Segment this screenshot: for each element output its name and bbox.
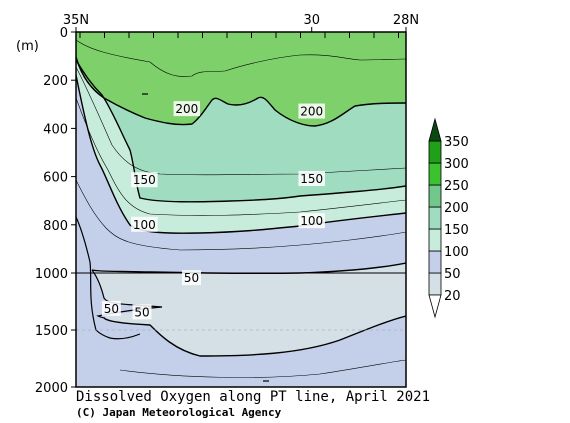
contour-lines: [76, 39, 406, 382]
contour-thin-225: [76, 39, 406, 77]
contour-label-bg: [131, 172, 158, 188]
y-tick-label: 1000: [35, 267, 68, 282]
contour-label: 150: [133, 173, 156, 187]
contour-label-bg: [298, 171, 325, 187]
station-ticks: [79, 32, 399, 38]
colorbar-segment: [428, 272, 442, 296]
y-tick-label: 400: [43, 122, 68, 137]
contour-label: 150: [300, 172, 323, 186]
colorbar-segment: [428, 228, 442, 252]
colorbar-label: 350: [444, 135, 469, 150]
colorbar: 20 50 100 150 200 250 300 350: [428, 117, 469, 319]
contour-label-bg: [173, 101, 201, 117]
x-tick-label: 35N: [63, 13, 89, 28]
contour-label-bg: [101, 300, 121, 316]
y-tick-label: 2000: [35, 381, 68, 396]
contour-thin-175: [76, 66, 406, 176]
colorbar-label: 20: [444, 289, 461, 304]
colorbar-segment: [428, 162, 442, 186]
y-tick-label: 200: [43, 74, 68, 89]
contour-200: [76, 56, 406, 127]
colorbar-label: 300: [444, 157, 469, 172]
contour-label-bg: [131, 216, 158, 232]
colorbar-segment: [428, 206, 442, 230]
contour-label-bg: [182, 270, 201, 286]
colorbar-segment: [428, 140, 442, 164]
chart-title: Dissolved Oxygen along PT line, April 20…: [76, 389, 431, 405]
contour-label-bg: [298, 103, 325, 119]
contour-label: 50: [104, 302, 119, 316]
band-20-50: [92, 263, 406, 356]
contour-label: 200: [300, 105, 323, 119]
y-unit-label: (m): [16, 39, 39, 54]
colorbar-label: 50: [444, 267, 461, 282]
contour-thin-125: [76, 97, 406, 216]
colorbar-top-arrow: [428, 117, 442, 142]
y-tick-label: 800: [43, 219, 68, 234]
colorbar-label: 150: [444, 223, 469, 238]
colorbar-segment: [428, 250, 442, 274]
x-tick-label: 30: [303, 13, 320, 28]
plot-frame: [75, 31, 407, 388]
contour-label: 200: [175, 102, 198, 116]
colorbar-label: 100: [444, 245, 469, 260]
x-tick-label: 28N: [393, 13, 419, 28]
contour-thin-75: [76, 179, 406, 251]
y-tick-label: 0: [60, 26, 68, 41]
contour-labels: 200 200 150 150 100 100 50 50 50: [101, 101, 325, 320]
colorbar-segment: [428, 184, 442, 208]
y-tick-label: 1500: [35, 324, 68, 339]
y-tick-label: 600: [43, 171, 68, 186]
contour-label-bg: [298, 213, 325, 229]
colorbar-label: 200: [444, 201, 469, 216]
contour-thin-deep: [119, 359, 406, 378]
contour-label: 50: [184, 271, 199, 285]
contour-label-bg: [132, 304, 152, 320]
contour-label: 100: [133, 218, 156, 232]
contour-label: 100: [300, 214, 323, 228]
contour-label: 50: [134, 305, 149, 319]
x-axis: 35N 30 28N: [63, 13, 419, 32]
chart-credit: (C) Japan Meteorological Agency: [76, 406, 282, 419]
contour-150: [76, 59, 406, 203]
colorbar-bottom-arrow: [428, 294, 442, 319]
contour-50-lower: [103, 315, 406, 357]
y-axis: 0 200 400 600 800 1000 1500 2000: [35, 26, 76, 396]
contour-50-tongue: [91, 269, 163, 319]
colorbar-label: 250: [444, 179, 469, 194]
